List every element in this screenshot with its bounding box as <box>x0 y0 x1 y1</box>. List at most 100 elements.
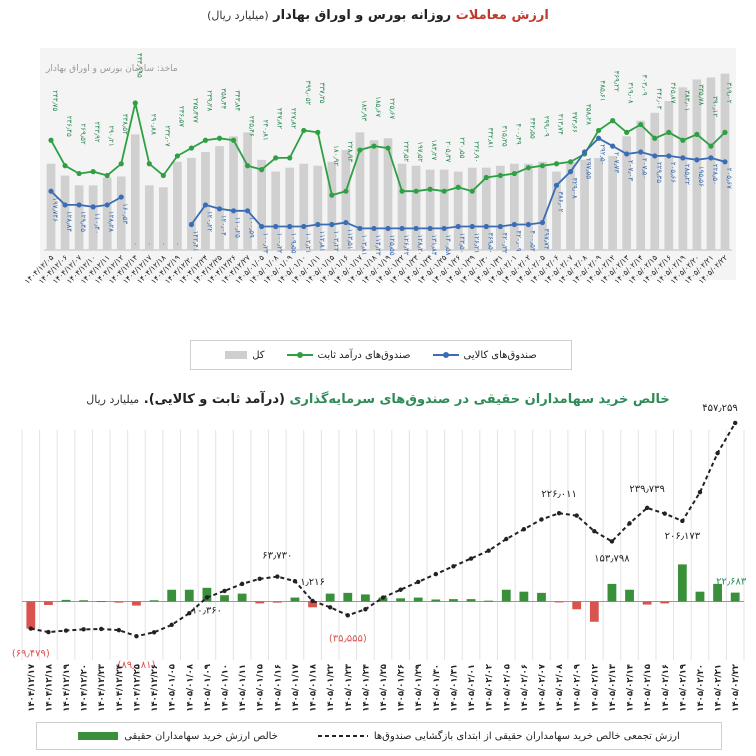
commodity-data-label: ۱۱۳٫۵۱ <box>346 229 354 250</box>
net-purchase-bar <box>413 597 423 602</box>
fixed-income-point <box>174 153 180 159</box>
total-bar <box>678 87 688 250</box>
cumulative-point <box>63 628 69 633</box>
chart2-x-tick-label: ۱۴۰۵/۰۲/۰۸ <box>555 663 565 712</box>
total-bar <box>285 167 295 250</box>
commodity-point <box>553 182 560 188</box>
chart2-x-tick-label: ۱۴۰۵/۰۱/۲۵ <box>379 664 389 712</box>
commodity-data-label: ۲۰۷٫۵۰ <box>641 158 649 179</box>
cumulative-point <box>433 571 439 577</box>
commodity-point <box>525 221 532 228</box>
chart2-annotation: (۶۹٫۴۷۹) <box>12 649 50 660</box>
commodity-point <box>567 169 574 175</box>
chart2-x-tick-label: ۱۴۰۵/۰۱/۱۶ <box>273 664 283 712</box>
total-bar <box>608 155 618 250</box>
fixed-income-data-label: ۲۹۰٫۸۸ <box>149 114 157 135</box>
net-purchase-bar <box>642 601 652 605</box>
fixed-income-point <box>273 155 279 161</box>
commodity-point <box>301 223 307 230</box>
chart2-x-tick-label: ۱۴۰۵/۰۲/۰۲ <box>485 663 495 712</box>
chart2-x-tick-label: ۱۴۰۵/۰۱/۲۳ <box>344 663 354 712</box>
chart2-annotation: (۸۹٫۰۸۱) <box>118 660 156 671</box>
fixed-income-point <box>48 137 54 143</box>
net-purchase-bar <box>572 601 582 610</box>
chart1-source: ماخذ: سازمان بورس و اوراق بهادار <box>46 64 178 74</box>
legend-commodity: صندوق‌های کالایی <box>432 350 537 361</box>
fixed-income-point <box>90 169 96 175</box>
total-bar <box>411 165 421 250</box>
chart2-x-tick-label: ۱۴۰۵/۰۱/۰۹ <box>203 663 213 712</box>
chart2-title: خالص خرید سهامداران حقیقی در صندوق‌های س… <box>86 392 670 407</box>
chart2-title-rest: (درآمد ثابت و کالایی) <box>148 392 285 407</box>
cumulative-point <box>574 513 579 518</box>
chart2-x-tick-label: ۱۴۰۵/۰۲/۰۱ <box>467 664 477 712</box>
commodity-data-label: ۱۲۰٫۲۲ <box>205 211 213 232</box>
commodity-data-label: ۱۹۷٫۷۴۶ <box>51 197 59 222</box>
legend-cum-label: ارزش تجمعی خالص خرید سهامداران حقیقی از … <box>373 730 680 742</box>
fixed-income-point <box>539 163 546 169</box>
commodity-zero-label: ۰ <box>133 240 137 248</box>
chart1-title-highlight: ارزش معاملات <box>455 8 549 23</box>
fixed-income-data-label: ۲۳۶٫۹۰ <box>472 141 480 162</box>
total-bar <box>369 140 379 250</box>
commodity-data-label: ۱۱۴٫۲۳ <box>374 234 382 255</box>
fixed-income-point <box>329 192 335 198</box>
total-bar <box>524 163 533 250</box>
commodity-point <box>76 202 82 208</box>
cumulative-point <box>680 518 685 524</box>
fixed-income-point <box>118 161 124 167</box>
net-purchase-bar <box>308 601 317 608</box>
commodity-data-label: ۱۱۲٫۸۱ <box>318 231 326 252</box>
chart2-legend: ارزش تجمعی خالص خرید سهامداران حقیقی از … <box>36 722 722 750</box>
net-purchase-bar <box>396 598 406 602</box>
total-bar <box>453 171 463 250</box>
cumulative-point <box>28 626 34 631</box>
cumulative-point <box>539 517 544 522</box>
net-purchase-bar <box>677 564 687 602</box>
chart1-title-rest: روزانه بورس و اوراق بهادار <box>273 8 452 23</box>
total-bar <box>88 185 98 250</box>
fixed-income-data-label: ۲۴۳٫۷۵ <box>51 90 59 111</box>
total-bar <box>580 159 589 250</box>
total-bar <box>187 157 196 250</box>
fixed-income-point <box>371 143 377 149</box>
fixed-income-data-label: ۲۳۶٫۵۷ <box>177 106 185 127</box>
fixed-income-data-label: ۳۱۹٫۰۲ <box>725 82 733 103</box>
chart2-x-tick-label: ۱۴۰۵/۰۱/۱۵ <box>256 664 266 712</box>
cumulative-point <box>116 627 122 633</box>
commodity-data-label: ۱۴۳٫۴۱ <box>191 231 199 252</box>
total-bar <box>229 136 238 250</box>
commodity-point <box>230 208 237 214</box>
total-bar <box>74 185 84 250</box>
fixed-income-point <box>708 143 714 149</box>
chart2-annotation: ۱۰٫۳۶۰ <box>192 605 222 616</box>
commodity-data-label: ۲۲۸٫۵۰ <box>711 164 719 185</box>
net-purchase-bar <box>272 601 282 603</box>
fixed-income-point <box>202 137 209 143</box>
commodity-data-label: ۱۲۸٫۲۸ <box>107 211 115 232</box>
fixed-income-point <box>301 127 307 134</box>
chart2-x-tick-label: ۱۴۰۵/۰۱/۱۷ <box>291 663 301 712</box>
cumulative-point <box>169 622 174 628</box>
net-purchase-bar <box>149 600 159 602</box>
chart2-x-tick-label: ۱۴۰۵/۰۲/۱۶ <box>661 664 671 712</box>
chart2-annotation: (۳۵٫۵۵۵) <box>329 633 367 644</box>
fixed-income-data-label: ۳۱۹٫۰۸ <box>627 82 635 103</box>
chart2-x-tick-label: ۱۴۰۵/۰۲/۱۹ <box>678 663 688 712</box>
commodity-zero-label: ۰ <box>161 240 165 248</box>
chart1-legend: صندوق‌های کالایی صندوق‌های درآمد ثابت کل <box>190 340 572 370</box>
net-purchase-bar <box>695 591 705 602</box>
fixed-income-point <box>652 135 658 141</box>
cumulative-point <box>592 528 597 534</box>
fixed-income-point <box>62 163 68 169</box>
commodity-data-label: ۱۰۳٫۲۲ <box>332 231 340 252</box>
chart2-x-tick-label: ۱۴۰۴/۱۲/۱۸ <box>44 663 54 712</box>
fixed-income-point <box>553 161 560 167</box>
commodity-point <box>90 204 96 210</box>
net-purchase-bar <box>202 587 212 602</box>
cumulative-point <box>257 576 262 582</box>
commodity-data-label: ۴۲۰٫۳۲ <box>500 232 508 253</box>
commodity-data-label: ۲۰۷٫۷۳ <box>613 152 621 173</box>
commodity-point <box>315 221 321 228</box>
